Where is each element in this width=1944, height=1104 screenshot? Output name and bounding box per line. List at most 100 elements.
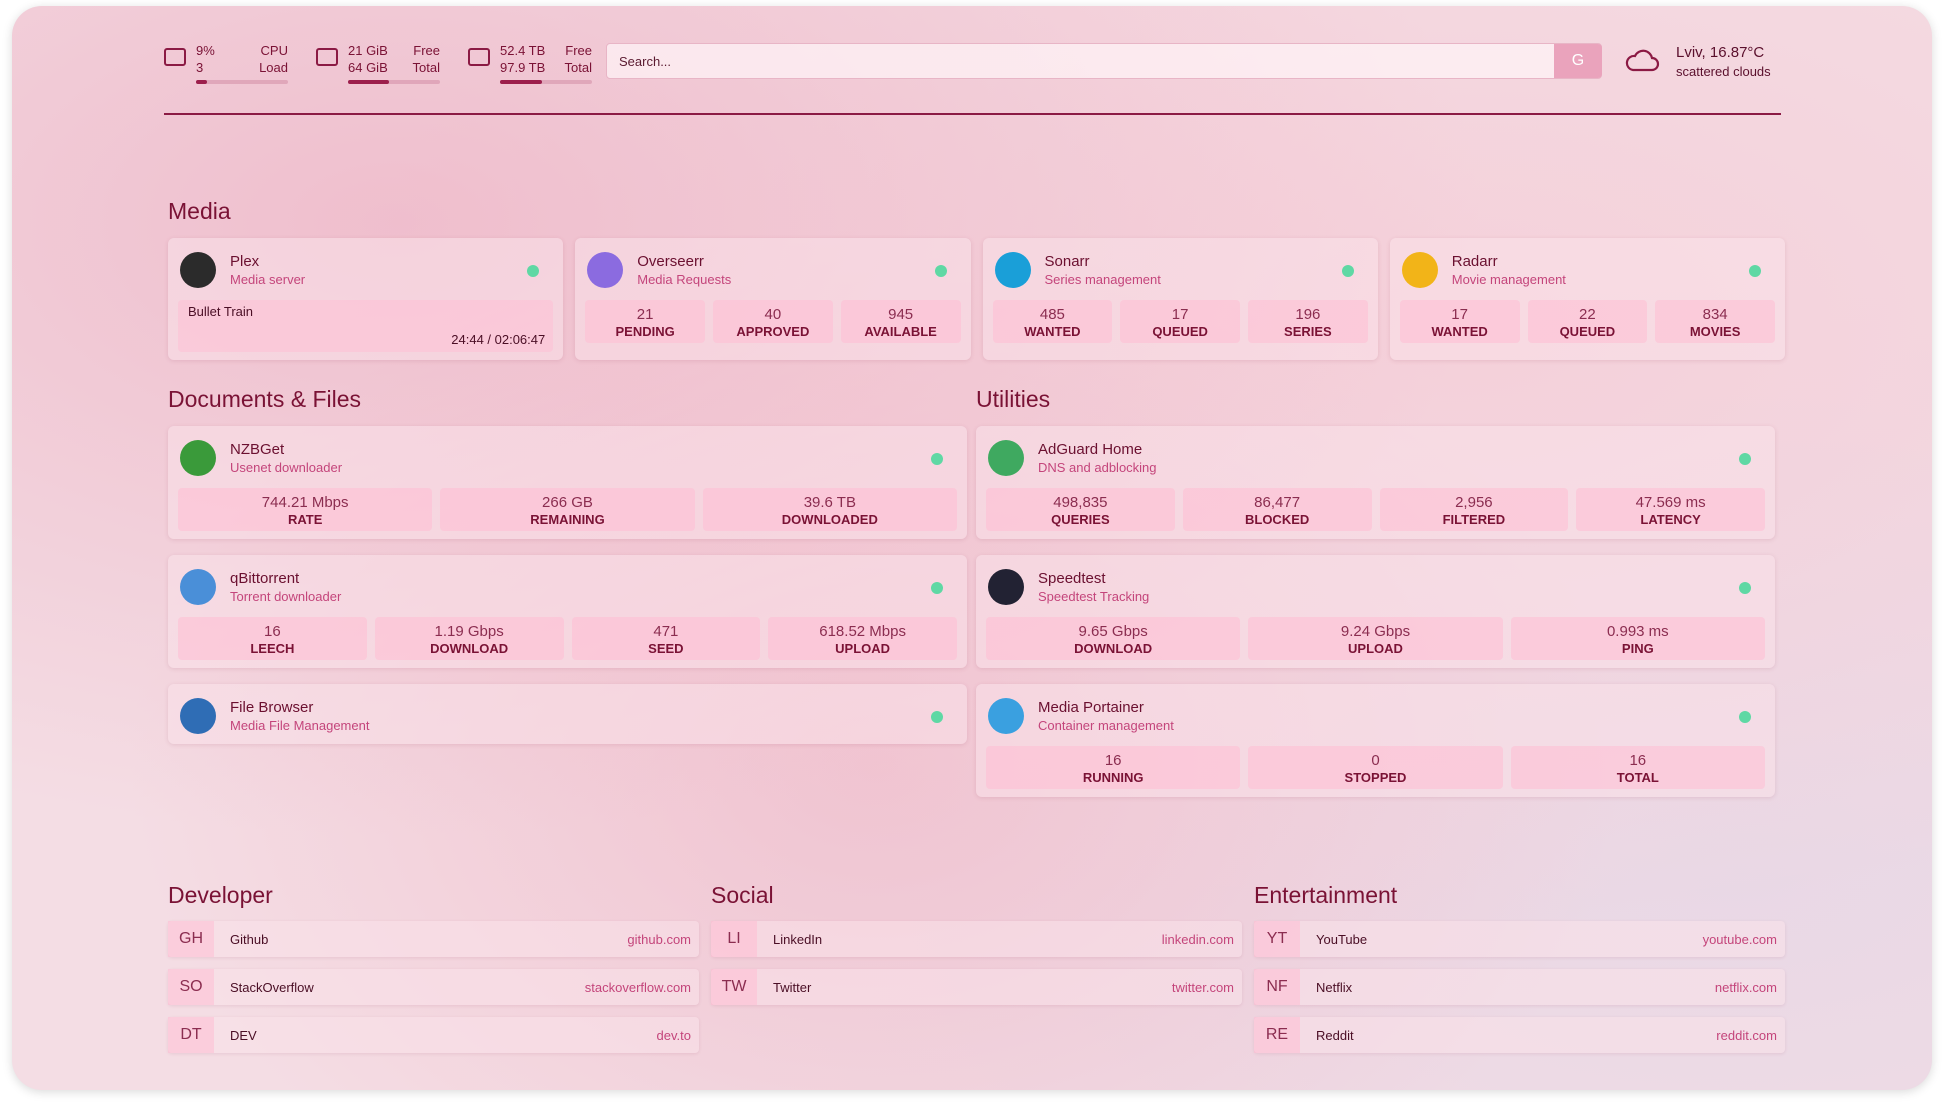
stat-label: DOWNLOAD: [430, 641, 509, 656]
bookmark[interactable]: YT YouTube youtube.com: [1254, 921, 1785, 957]
search-box[interactable]: Search...: [606, 43, 1602, 79]
service-description: Torrent downloader: [230, 589, 342, 604]
service-name: AdGuard Home: [1038, 441, 1143, 458]
bookmark-group-title: Social: [711, 882, 774, 908]
usage-fill: [348, 80, 390, 84]
service-card[interactable]: Media Portainer Container management 16 RUN…: [976, 684, 1775, 797]
stat-label: LATENCY: [1640, 512, 1701, 527]
bookmark-name: Twitter: [773, 979, 812, 995]
service-description: DNS and adblocking: [1038, 460, 1157, 475]
stat-label: PING: [1621, 641, 1654, 656]
service-description: Media Requests: [637, 272, 732, 287]
now-playing-time: 24:44 / 02:06:47: [451, 332, 546, 347]
bookmark[interactable]: TW Twitter twitter.com: [711, 969, 1242, 1005]
stat-value: 9.24 Gbps: [1340, 623, 1411, 640]
stat-label: REMAINING: [530, 512, 605, 527]
media-group: Plex Media server Bullet Train 24:44 / 02:0…: [168, 238, 1785, 360]
service-text: File Browser Media File Management: [230, 698, 369, 734]
stat-block: 1.19 Gbps DOWNLOAD: [374, 617, 564, 660]
stat-label: QUEUED: [1152, 324, 1208, 339]
stat-value: 0.993 ms: [1606, 623, 1669, 640]
bookmark[interactable]: DT DEV dev.to: [168, 1017, 699, 1053]
service-text: Speedtest Speedtest Tracking: [1038, 569, 1149, 605]
stat-label: PENDING: [615, 324, 675, 339]
stat-block: 485 WANTED: [992, 300, 1113, 343]
resource-widget: 21 GiB Free 64 GiB Total: [316, 42, 440, 84]
service-header: Radarr Movie management: [1400, 250, 1775, 290]
stat-block: 17 WANTED: [1399, 300, 1520, 343]
stat-value: 266 GB: [542, 494, 593, 511]
service-card[interactable]: Plex Media server Bullet Train 24:44 / 02:0…: [168, 238, 564, 360]
bookmark[interactable]: RE Reddit reddit.com: [1254, 1017, 1785, 1053]
status-dot: [1739, 582, 1751, 594]
stat-label: UPLOAD: [835, 641, 891, 656]
bookmark-href: netflix.com: [1714, 979, 1777, 995]
service-card[interactable]: AdGuard Home DNS and adblocking 498,835 QUE…: [976, 426, 1775, 539]
service-header: Overseerr Media Requests: [585, 250, 960, 290]
stat-block: 17 QUEUED: [1120, 300, 1240, 343]
widget-sublabel: Total: [564, 60, 592, 75]
widget-sublabel: Load: [259, 60, 288, 75]
stat-block: 618.52 Mbps UPLOAD: [768, 617, 957, 660]
service-card[interactable]: Radarr Movie management 17 WANTED 22 QUEUED 83…: [1389, 238, 1785, 360]
stat-label: WANTED: [1024, 324, 1081, 339]
resource-widget: 9% CPU 3 Load: [164, 42, 288, 84]
bookmark-href: reddit.com: [1716, 1027, 1777, 1043]
stat-block: 744.21 Mbps RATE: [178, 488, 433, 531]
bookmark[interactable]: GH Github github.com: [168, 921, 699, 957]
service-text: Radarr Movie management: [1452, 252, 1566, 288]
status-dot: [527, 265, 540, 277]
service-card[interactable]: Speedtest Speedtest Tracking 9.65 Gbps DOWN…: [976, 555, 1775, 668]
stat-value: 17: [1171, 306, 1189, 323]
bookmark-abbr: SO: [168, 969, 214, 1005]
stat-label: SEED: [648, 641, 684, 656]
stat-block: 39.6 TB DOWNLOADED: [702, 488, 957, 531]
stat-block: 471 SEED: [571, 617, 761, 660]
bookmark-name: Netflix: [1316, 979, 1353, 995]
service-stats: 485 WANTED 17 QUEUED 196 SERIES: [992, 300, 1368, 343]
bookmark[interactable]: LI LinkedIn linkedin.com: [711, 921, 1242, 957]
search-button[interactable]: G: [1554, 44, 1602, 78]
stat-label: WANTED: [1431, 324, 1488, 339]
service-card[interactable]: NZBGet Usenet downloader 744.21 Mbps RATE 26…: [168, 426, 967, 539]
group-title: Media: [168, 198, 231, 224]
service-card[interactable]: Overseerr Media Requests 21 PENDING 40 APPROV…: [575, 238, 971, 360]
stat-block: 498,835 QUERIES: [986, 488, 1175, 531]
stat-label: APPROVED: [736, 324, 810, 339]
bookmark-href: twitter.com: [1171, 979, 1234, 995]
service-card[interactable]: File Browser Media File Management: [168, 684, 967, 744]
bookmark-abbr: TW: [711, 969, 757, 1005]
usage-bar: [500, 80, 592, 84]
widget-icon: [316, 48, 338, 66]
bookmark[interactable]: SO StackOverflow stackoverflow.com: [168, 969, 699, 1005]
service-stats: 9.65 Gbps DOWNLOAD 9.24 Gbps UPLOAD 0.993 ms…: [986, 617, 1765, 660]
service-icon: [587, 252, 624, 288]
stat-label: AVAILABLE: [864, 324, 937, 339]
service-stats: 744.21 Mbps RATE 266 GB REMAINING 39.6 TB DOW…: [178, 488, 957, 531]
documents-group: NZBGet Usenet downloader 744.21 Mbps RATE 26…: [168, 426, 967, 744]
bookmark[interactable]: NF Netflix netflix.com: [1254, 969, 1785, 1005]
bookmark-group: Developer GH Github github.com SO StackOverfl…: [168, 882, 699, 1065]
status-dot: [1341, 265, 1354, 277]
stat-value: 9.65 Gbps: [1078, 623, 1148, 640]
service-name: NZBGet: [230, 441, 285, 458]
service-icon: [1401, 252, 1438, 288]
service-text: Overseerr Media Requests: [637, 252, 731, 288]
service-card[interactable]: Sonarr Series management 485 WANTED 17 QUEUED…: [982, 238, 1378, 360]
widget-sub: 97.9 TB: [500, 60, 546, 75]
widget-text: 9% CPU 3 Load: [196, 42, 288, 76]
service-stats: 21 PENDING 40 APPROVED 945 AVAILABLE: [585, 300, 961, 343]
usage-bar: [196, 80, 288, 84]
stat-value: 16: [1104, 752, 1122, 769]
bookmark-name: Github: [230, 931, 269, 947]
utilities-group: AdGuard Home DNS and adblocking 498,835 QUE…: [976, 426, 1775, 797]
service-text: Plex Media server: [230, 252, 305, 288]
service-header: AdGuard Home DNS and adblocking: [986, 438, 1765, 478]
service-stats: 498,835 QUERIES 86,477 BLOCKED 2,956 FILTERED…: [986, 488, 1765, 531]
service-card[interactable]: qBittorrent Torrent downloader 16 LEECH 1.19…: [168, 555, 967, 668]
bookmark-href: github.com: [627, 931, 691, 947]
stat-block: 16 RUNNING: [986, 746, 1241, 789]
stat-label: QUERIES: [1051, 512, 1110, 527]
stat-value: 47.569 ms: [1635, 494, 1706, 511]
